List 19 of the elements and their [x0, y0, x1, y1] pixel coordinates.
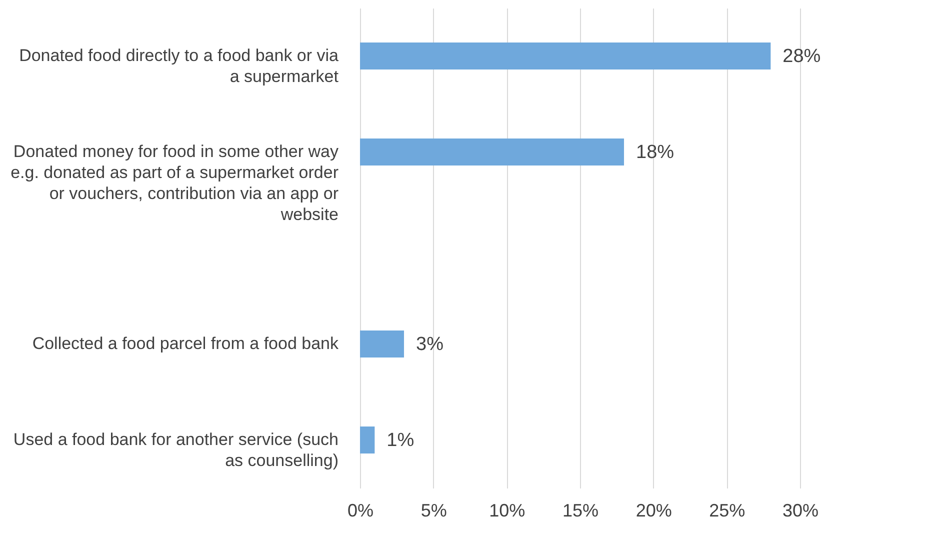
data-label: 28%: [782, 46, 821, 67]
y-tick-label: Collected a food parcel from a food bank: [32, 334, 339, 353]
x-tick-label: 20%: [636, 500, 672, 520]
x-tick-label: 10%: [489, 500, 526, 520]
bar: [360, 138, 624, 166]
x-tick-label: 0%: [347, 500, 374, 520]
bar: [360, 426, 375, 454]
x-tick-label: 30%: [782, 500, 819, 520]
bar: [360, 330, 404, 358]
x-tick-label: 15%: [562, 500, 599, 520]
y-tick-label: Donated money for food in some other way e.g. donated as part of a supermarket order or vouchers, contribution via an app or website: [10, 142, 339, 224]
data-label: 18%: [636, 142, 674, 163]
x-tick-label: 25%: [709, 500, 746, 520]
data-label: 1%: [386, 430, 414, 451]
x-tick-label: 5%: [420, 500, 447, 520]
data-label: 3%: [416, 334, 444, 355]
y-tick-label: Donated food directly to a food bank or via a supermarket: [19, 46, 340, 86]
bar: [360, 42, 771, 70]
y-tick-label: Used a food bank for another service (such as counselling): [13, 430, 338, 470]
